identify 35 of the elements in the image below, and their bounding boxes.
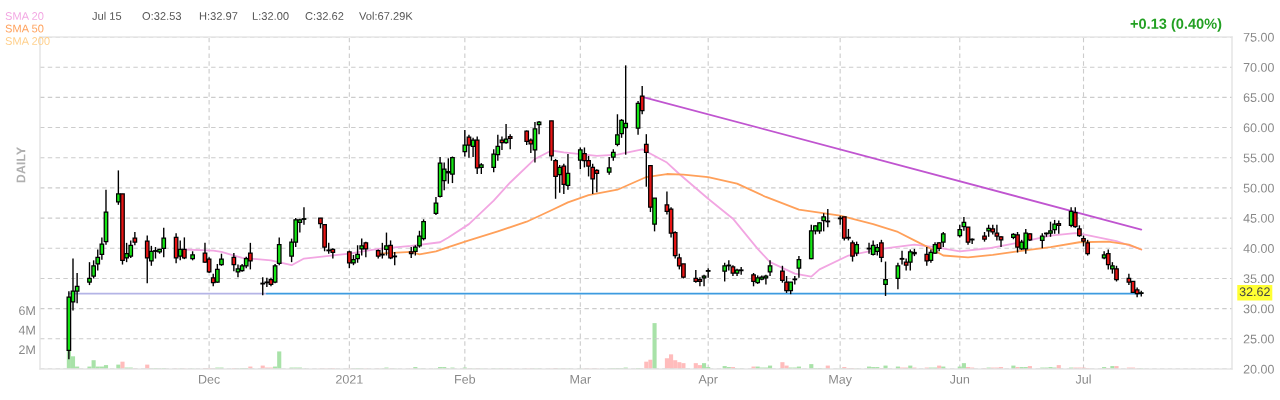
x-tick-label: Jun — [949, 375, 970, 384]
text: SMA 20 — [5, 12, 44, 20]
x-tick-label: May — [829, 375, 852, 387]
y-tick-label: 60.00 — [1243, 123, 1274, 133]
text: +0.13 (0.40%) — [1130, 18, 1222, 32]
text: SMA 50 — [5, 24, 44, 33]
y-tick-label: 70.00 — [1243, 62, 1274, 72]
y-tick-label: 20.00 — [1243, 364, 1274, 374]
y2-tick-label: 2M — [19, 345, 35, 354]
text: Jul 15 — [92, 11, 122, 20]
y-tick-label: 30.00 — [1243, 304, 1274, 314]
text: Vol:67.29K — [359, 11, 413, 20]
y-tick-label: 35.00 — [1243, 274, 1274, 284]
y2-tick-label: 4M — [18, 325, 35, 335]
x-tick-label: Jul — [1075, 374, 1091, 384]
y-tick-label: 55.00 — [1243, 153, 1274, 163]
x-tick-label: Apr — [698, 375, 718, 387]
y-tick-label: 25.00 — [1243, 334, 1274, 344]
y-tick-label: 50.00 — [1243, 183, 1274, 193]
y-tick-label: 40.00 — [1243, 244, 1274, 253]
x-tick-label: Feb — [455, 374, 476, 384]
text: DAILY — [16, 147, 26, 183]
annotation: SMA 200 — [5, 37, 50, 45]
text: H:32.97 — [199, 12, 238, 20]
y-tick-label: 65.00 — [1243, 93, 1274, 103]
text: O:32.53 — [142, 12, 182, 20]
text: 32.62 — [1239, 287, 1270, 297]
text: L:32.00 — [252, 12, 289, 20]
x-tick-label: Dec — [199, 375, 220, 384]
y2-tick-label: 6M — [19, 306, 35, 316]
y-tick-label: 75.00 — [1243, 32, 1274, 42]
x-tick-label: 2021 — [336, 374, 363, 384]
text: C:32.62 — [305, 12, 344, 20]
x-tick-label: Mar — [570, 375, 591, 384]
y-tick-label: 45.00 — [1243, 213, 1274, 223]
